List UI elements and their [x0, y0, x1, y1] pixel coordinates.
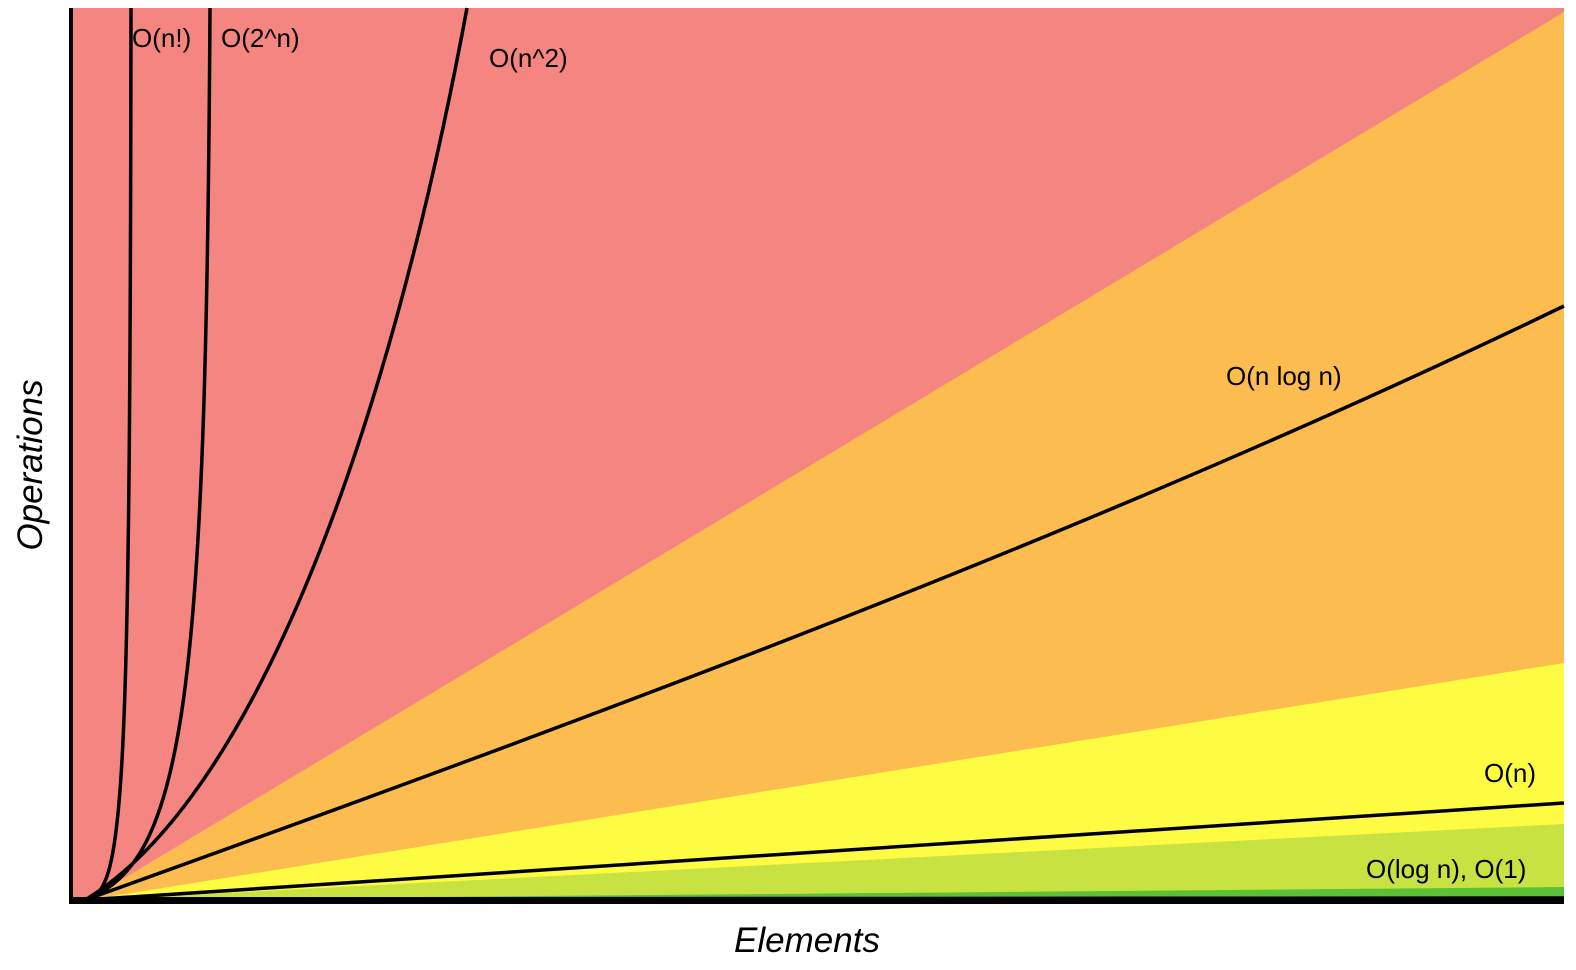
x-axis-line	[70, 897, 1564, 904]
curve-o-n-log-n-	[84, 304, 1565, 902]
curve-o-2-n-	[84, 7, 212, 902]
curve-o-n-2-	[84, 7, 469, 902]
label-log-constant: O(log n), O(1)	[1366, 854, 1526, 884]
label-exponential: O(2^n)	[221, 23, 300, 53]
label-linear: O(n)	[1484, 758, 1536, 788]
complexity-regions	[72, 8, 1564, 900]
x-axis-label: Elements	[734, 921, 880, 960]
region-bad	[88, 12, 1564, 900]
label-factorial: O(n!)	[132, 23, 191, 53]
curve-o-n-	[84, 801, 1565, 902]
region-fair	[88, 663, 1564, 900]
label-linearithmic: O(n log n)	[1226, 361, 1342, 391]
y-axis-label: Operations	[11, 379, 50, 550]
region-good	[88, 824, 1564, 900]
label-quadratic: O(n^2)	[489, 43, 568, 73]
y-axis-line	[69, 8, 73, 904]
